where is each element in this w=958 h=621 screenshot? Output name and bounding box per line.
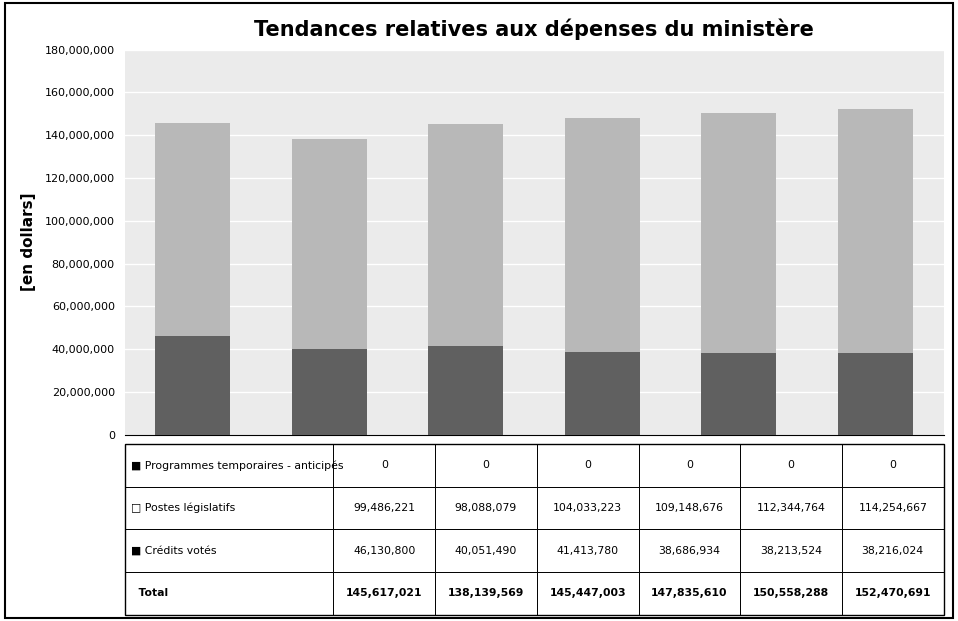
Text: 41,413,780: 41,413,780 bbox=[557, 546, 619, 556]
Bar bbox=[536, 487, 639, 529]
Bar bbox=[701, 112, 776, 353]
Text: 114,254,667: 114,254,667 bbox=[858, 503, 927, 513]
Bar bbox=[741, 572, 842, 615]
Bar bbox=[741, 529, 842, 572]
Bar bbox=[333, 572, 435, 615]
Bar bbox=[536, 529, 639, 572]
Bar bbox=[701, 353, 776, 435]
Bar bbox=[741, 487, 842, 529]
Text: 138,139,569: 138,139,569 bbox=[447, 589, 524, 599]
Bar bbox=[565, 119, 640, 352]
Text: 46,130,800: 46,130,800 bbox=[354, 546, 416, 556]
Text: 0: 0 bbox=[889, 460, 897, 470]
Bar bbox=[565, 352, 640, 435]
Text: 38,686,934: 38,686,934 bbox=[658, 546, 720, 556]
Bar bbox=[125, 572, 333, 615]
Text: 98,088,079: 98,088,079 bbox=[455, 503, 517, 513]
Text: 0: 0 bbox=[483, 460, 490, 470]
Bar bbox=[435, 487, 536, 529]
Bar bbox=[428, 124, 503, 346]
Bar bbox=[155, 123, 230, 336]
Bar bbox=[639, 444, 741, 487]
Text: 152,470,691: 152,470,691 bbox=[855, 589, 931, 599]
Text: 145,617,021: 145,617,021 bbox=[346, 589, 422, 599]
Bar bbox=[292, 139, 367, 349]
Bar bbox=[292, 349, 367, 435]
Bar bbox=[333, 529, 435, 572]
Text: 147,835,610: 147,835,610 bbox=[651, 589, 728, 599]
Text: 104,033,223: 104,033,223 bbox=[553, 503, 623, 513]
Text: 0: 0 bbox=[686, 460, 693, 470]
Text: 109,148,676: 109,148,676 bbox=[655, 503, 724, 513]
Bar bbox=[639, 572, 741, 615]
Text: 40,051,490: 40,051,490 bbox=[455, 546, 517, 556]
Bar bbox=[435, 529, 536, 572]
Text: 0: 0 bbox=[787, 460, 794, 470]
Text: ■ Programmes temporaires - anticipés: ■ Programmes temporaires - anticipés bbox=[131, 460, 344, 471]
Bar bbox=[155, 336, 230, 435]
Text: 99,486,221: 99,486,221 bbox=[354, 503, 415, 513]
Text: 150,558,288: 150,558,288 bbox=[753, 589, 829, 599]
Bar bbox=[838, 109, 913, 353]
Text: 0: 0 bbox=[380, 460, 388, 470]
Bar bbox=[435, 572, 536, 615]
Bar bbox=[428, 346, 503, 435]
Bar bbox=[838, 353, 913, 435]
Bar bbox=[125, 444, 333, 487]
Bar bbox=[842, 572, 944, 615]
Bar bbox=[536, 572, 639, 615]
Text: ■ Crédits votés: ■ Crédits votés bbox=[131, 546, 217, 556]
Bar bbox=[125, 487, 333, 529]
Text: 0: 0 bbox=[584, 460, 591, 470]
Text: □ Postes législatifs: □ Postes législatifs bbox=[131, 503, 236, 514]
Text: 145,447,003: 145,447,003 bbox=[549, 589, 626, 599]
Title: Tendances relatives aux dépenses du ministère: Tendances relatives aux dépenses du mini… bbox=[254, 18, 814, 40]
Bar bbox=[333, 487, 435, 529]
Bar bbox=[639, 529, 741, 572]
Text: 38,216,024: 38,216,024 bbox=[861, 546, 924, 556]
Text: 112,344,764: 112,344,764 bbox=[757, 503, 826, 513]
Bar bbox=[842, 487, 944, 529]
Bar bbox=[125, 529, 333, 572]
Bar bbox=[741, 444, 842, 487]
Bar bbox=[536, 444, 639, 487]
Bar bbox=[842, 444, 944, 487]
Text: Total: Total bbox=[131, 589, 169, 599]
Bar bbox=[639, 487, 741, 529]
Text: 38,213,524: 38,213,524 bbox=[760, 546, 822, 556]
Bar bbox=[842, 529, 944, 572]
Bar bbox=[435, 444, 536, 487]
Bar bbox=[333, 444, 435, 487]
Y-axis label: [en dollars]: [en dollars] bbox=[21, 193, 36, 291]
